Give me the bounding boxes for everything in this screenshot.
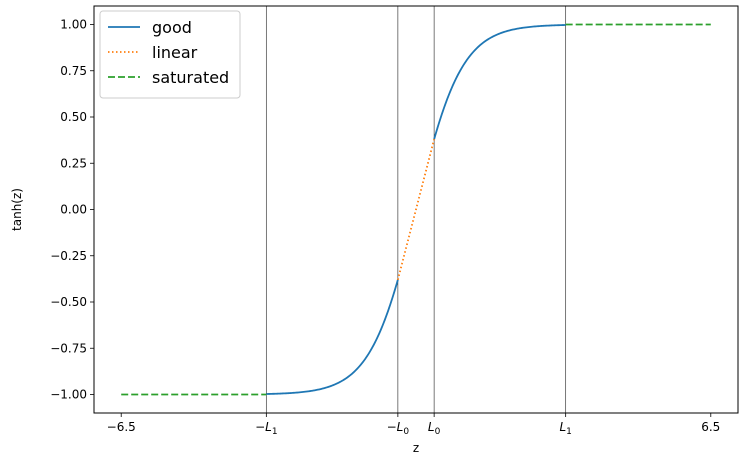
series-lines [121, 23, 711, 396]
reference-lines [265, 6, 567, 413]
y-tick-label-7: −0.75 [50, 341, 87, 355]
x-tick-label-5: 6.5 [701, 420, 720, 434]
y-axis-label: tanh(z) [10, 188, 24, 231]
y-tick-label-5: −0.25 [50, 249, 87, 263]
x-tick-label-3: L0 [428, 420, 441, 437]
x-tick-label-1: −L1 [255, 420, 277, 437]
x-tick-label-4: L1 [559, 420, 571, 437]
y-tick-label-8: −1.00 [50, 388, 87, 402]
y-axis-ticks: 1.00 0.75 0.50 0.25 0.00 −0.25 −0.50 −0.75 −1.00 [50, 18, 94, 402]
series-linear-line-0 [396, 138, 436, 281]
x-tick-label-0: −6.5 [107, 420, 136, 434]
legend-label-good: good [152, 18, 192, 37]
y-tick-label-6: −0.50 [50, 295, 87, 309]
legend: good linear saturated [99, 10, 241, 99]
y-tick-label-1: 0.75 [60, 64, 87, 78]
x-axis-label: z [413, 441, 419, 454]
x-axis-ticks: −6.5 −L1 −L0 L0 L1 6.5 [107, 413, 720, 437]
y-tick-label-4: 0.00 [60, 203, 87, 217]
y-tick-label-0: 1.00 [60, 18, 87, 32]
series-good-line-1 [433, 24, 566, 140]
x-tick-label-2: −L0 [387, 420, 410, 437]
series-good-line-0 [266, 279, 399, 395]
y-tick-label-2: 0.50 [60, 110, 87, 124]
y-tick-label-3: 0.25 [60, 156, 87, 170]
legend-label-linear: linear [152, 43, 198, 62]
legend-label-saturated: saturated [152, 68, 229, 87]
